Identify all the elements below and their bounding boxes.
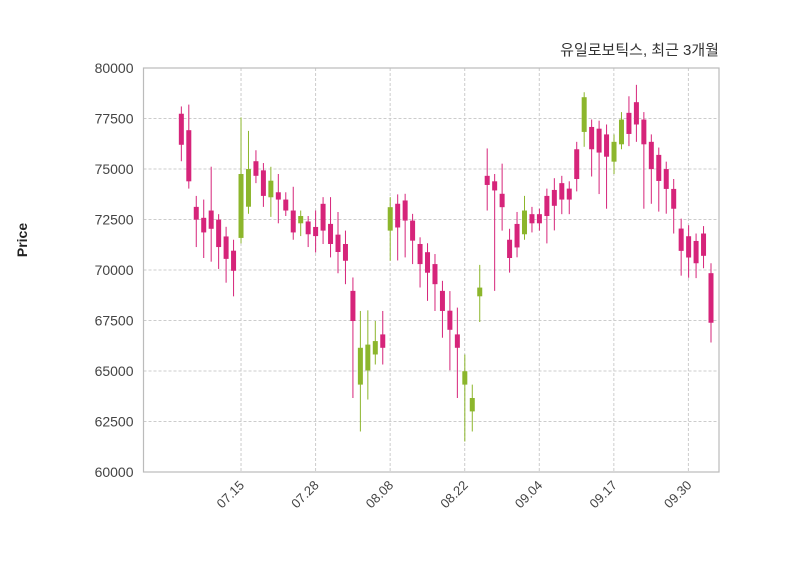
- svg-text:09.04: 09.04: [512, 478, 546, 512]
- svg-text:08.08: 08.08: [363, 478, 397, 512]
- svg-text:67500: 67500: [95, 313, 134, 329]
- svg-text:08.22: 08.22: [437, 478, 471, 512]
- svg-text:72500: 72500: [95, 212, 134, 228]
- svg-text:09.30: 09.30: [661, 478, 695, 512]
- svg-text:07.15: 07.15: [214, 478, 248, 512]
- svg-text:70000: 70000: [95, 262, 134, 278]
- svg-text:80000: 80000: [95, 60, 134, 76]
- svg-text:77500: 77500: [95, 111, 134, 127]
- svg-text:09.17: 09.17: [586, 478, 620, 512]
- svg-text:62500: 62500: [95, 414, 134, 430]
- svg-text:유일로보틱스, 최근 3개월: 유일로보틱스, 최근 3개월: [560, 42, 719, 59]
- svg-text:75000: 75000: [95, 161, 134, 177]
- svg-text:07.28: 07.28: [288, 478, 322, 512]
- svg-text:65000: 65000: [95, 363, 134, 379]
- svg-text:60000: 60000: [95, 464, 134, 480]
